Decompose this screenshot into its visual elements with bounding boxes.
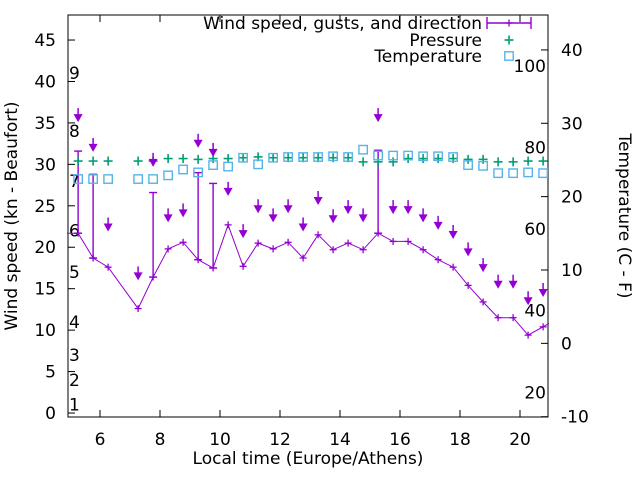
fahrenheit-label: 20	[524, 383, 546, 403]
x-tick-label: 6	[95, 430, 106, 450]
wind-series	[67, 149, 549, 339]
y-left-tick-label: 35	[34, 114, 56, 134]
y-left-tick-label: 15	[34, 280, 56, 300]
beaufort-label: 6	[69, 222, 80, 242]
beaufort-label: 2	[69, 371, 80, 391]
y-right-tick-label: -10	[561, 408, 589, 428]
y-left-tick-label: 30	[34, 155, 56, 175]
beaufort-label: 8	[69, 122, 80, 142]
y-right-tick-label: 0	[561, 334, 572, 354]
plot-frame	[67, 14, 549, 418]
beaufort-label: 5	[69, 263, 80, 283]
y-left-tick-label: 20	[34, 238, 56, 258]
temperature-series	[73, 144, 549, 184]
y-right-tick-label: 40	[561, 41, 583, 61]
y-right-tick-label: 20	[561, 188, 583, 208]
fahrenheit-label: 60	[524, 220, 546, 240]
left-axis-title: Wind speed (kn - Beaufort)	[2, 101, 22, 330]
right-axis-title: Temperature (C - F)	[614, 133, 634, 299]
wind-direction-arrows	[73, 108, 548, 306]
pressure-series	[73, 152, 548, 167]
y-left-tick-label: 25	[34, 197, 56, 217]
y-left-tick-label: 5	[45, 363, 56, 383]
y-left-tick-label: 0	[45, 404, 56, 424]
y-left-tick-label: 40	[34, 72, 56, 92]
x-tick-label: 10	[209, 430, 231, 450]
x-tick-label: 20	[509, 430, 531, 450]
fahrenheit-label: 80	[524, 139, 546, 159]
y-right-tick-label: 10	[561, 261, 583, 281]
y-left-tick-label: 10	[34, 321, 56, 341]
x-tick-label: 14	[329, 430, 351, 450]
fahrenheit-label: 40	[524, 302, 546, 322]
fahrenheit-label: 100	[514, 57, 546, 77]
beaufort-label: 9	[69, 64, 80, 84]
legend-samples	[486, 17, 532, 61]
legend-label-wind: Wind speed, gusts, and direction	[203, 14, 482, 34]
beaufort-label: 3	[69, 346, 80, 366]
x-tick-label: 12	[269, 430, 291, 450]
axis-ticks-and-labels: 6 8 10 12 14 16 18 20051015202530354045-1001020…	[34, 15, 589, 450]
y-right-tick-label: 30	[561, 114, 583, 134]
data-series	[67, 144, 549, 339]
beaufort-label: 4	[69, 313, 80, 333]
x-axis-title: Local time (Europe/Athens)	[193, 449, 424, 469]
x-tick-label: 16	[389, 430, 411, 450]
x-tick-label: 18	[449, 430, 471, 450]
y-left-tick-label: 45	[34, 31, 56, 51]
legend-label-pressure: Pressure	[409, 31, 482, 51]
beaufort-label: 1	[69, 396, 80, 416]
x-tick-label: 8	[155, 430, 166, 450]
legend-label-temperature: Temperature	[373, 47, 482, 67]
